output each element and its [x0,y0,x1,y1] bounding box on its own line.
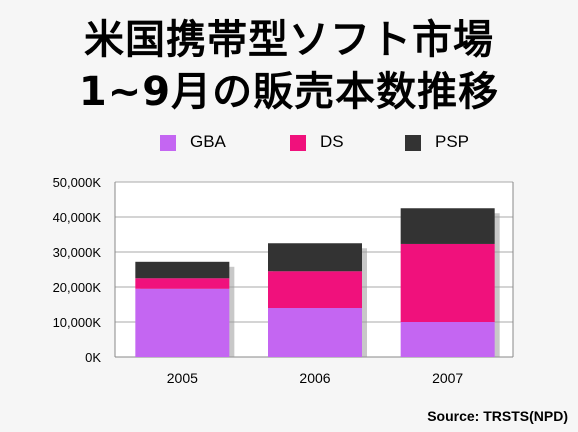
x-tick-label: 2005 [167,370,198,386]
y-tick-label: 30,000K [53,245,102,260]
y-tick-label: 20,000K [53,280,102,295]
legend-label-psp: PSP [435,132,470,151]
legend-label-gba: GBA [190,132,226,151]
legend-label-ds: DS [320,132,344,151]
bar-ds-2006 [268,271,362,308]
bar-gba-2007 [400,322,495,357]
bar-psp-2005 [135,261,230,279]
legend: GBA DS PSP [0,132,578,152]
bar-gba-2006 [268,308,362,357]
legend-swatch-ds [290,135,306,151]
legend-swatch-psp [405,135,421,151]
y-tick-label: 50,000K [53,175,102,190]
bar-psp-2006 [268,243,362,272]
title-line-1: 米国携帯型ソフト市場 [84,17,494,63]
x-tick-label: 2006 [299,370,330,386]
bar-psp-2007 [400,208,495,244]
x-tick-label: 2007 [432,370,463,386]
y-tick-label: 10,000K [53,315,102,330]
title-line-2: 1~9月の販売本数推移 [78,69,500,115]
source-note: Source: TRSTS(NPD) [427,408,568,424]
legend-swatch-gba [160,135,176,151]
y-tick-label: 0K [85,350,101,365]
bar-ds-2007 [400,243,495,322]
bar-gba-2005 [135,288,230,357]
bar-ds-2005 [135,278,230,289]
y-tick-label: 40,000K [53,210,102,225]
